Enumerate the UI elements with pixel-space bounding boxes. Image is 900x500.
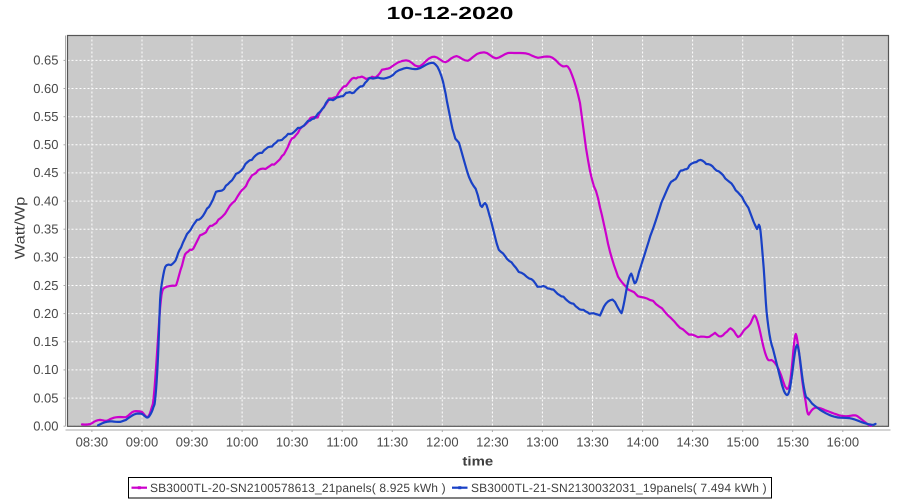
svg-text:0.05: 0.05 — [33, 390, 58, 405]
svg-text:SB3000TL-21-SN2130032031_19pan: SB3000TL-21-SN2130032031_19panels( 7.494… — [471, 481, 767, 495]
svg-text:0.40: 0.40 — [33, 193, 58, 208]
svg-text:16:00: 16:00 — [827, 435, 860, 450]
svg-text:08:30: 08:30 — [76, 435, 109, 450]
svg-text:12:00: 12:00 — [426, 435, 459, 450]
svg-text:0.55: 0.55 — [33, 109, 58, 124]
svg-text:15:30: 15:30 — [776, 435, 809, 450]
svg-text:10:00: 10:00 — [226, 435, 259, 450]
svg-text:12:30: 12:30 — [476, 435, 509, 450]
svg-text:11:30: 11:30 — [377, 435, 409, 450]
svg-text:0.10: 0.10 — [33, 362, 58, 377]
svg-text:0.50: 0.50 — [33, 137, 58, 152]
svg-text:Watt/Wp: Watt/Wp — [12, 196, 28, 259]
svg-text:13:30: 13:30 — [576, 435, 609, 450]
svg-text:10-12-2020: 10-12-2020 — [387, 3, 514, 23]
svg-text:13:00: 13:00 — [526, 435, 559, 450]
svg-text:11:00: 11:00 — [326, 435, 358, 450]
svg-text:15:00: 15:00 — [726, 435, 759, 450]
svg-text:0.45: 0.45 — [33, 165, 58, 180]
svg-text:time: time — [462, 454, 493, 469]
svg-text:0.20: 0.20 — [33, 306, 58, 321]
svg-text:0.35: 0.35 — [33, 222, 58, 237]
svg-text:SB3000TL-20-SN2100578613_21pan: SB3000TL-20-SN2100578613_21panels( 8.925… — [150, 481, 446, 495]
svg-text:14:30: 14:30 — [676, 435, 709, 450]
svg-text:14:00: 14:00 — [626, 435, 659, 450]
svg-text:0.60: 0.60 — [33, 81, 58, 96]
svg-text:0.25: 0.25 — [33, 278, 58, 293]
svg-text:0.15: 0.15 — [33, 334, 58, 349]
svg-text:09:00: 09:00 — [126, 435, 159, 450]
svg-text:0.30: 0.30 — [33, 250, 58, 265]
svg-text:0.65: 0.65 — [33, 53, 58, 68]
svg-text:10:30: 10:30 — [276, 435, 309, 450]
svg-text:0.00: 0.00 — [33, 419, 58, 434]
svg-text:09:30: 09:30 — [176, 435, 209, 450]
